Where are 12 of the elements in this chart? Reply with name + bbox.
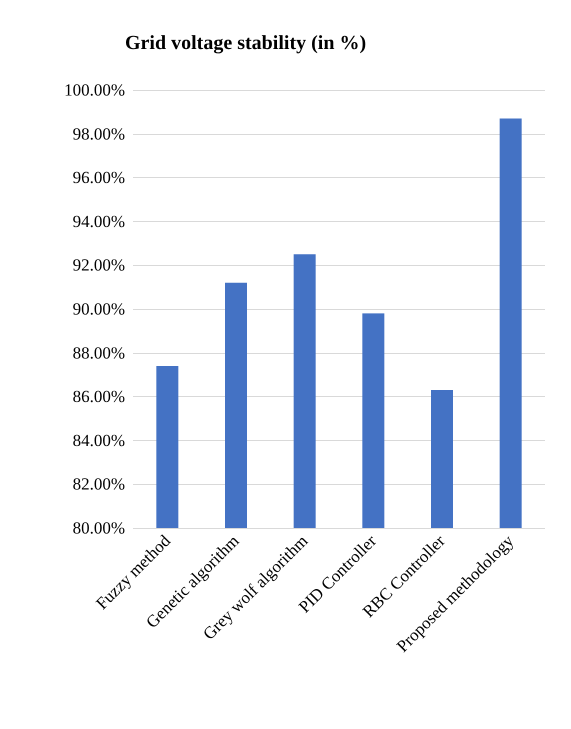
y-tick-label: 86.00% bbox=[72, 387, 125, 406]
y-tick-label: 96.00% bbox=[72, 168, 125, 188]
y-tick-label: 82.00% bbox=[72, 474, 125, 494]
y-tick-label: 88.00% bbox=[72, 343, 125, 362]
y-tick-label: 94.00% bbox=[72, 212, 125, 231]
chart-title: Grid voltage stability (in %) bbox=[125, 32, 366, 54]
y-tick-label: 84.00% bbox=[72, 430, 125, 450]
y-tick-label: 100.00% bbox=[64, 80, 125, 100]
y-tick-label: 98.00% bbox=[72, 124, 125, 144]
y-tick-label: 92.00% bbox=[72, 256, 125, 275]
y-tick-label: 80.00% bbox=[72, 518, 125, 538]
y-tick-label: 90.00% bbox=[72, 300, 125, 318]
